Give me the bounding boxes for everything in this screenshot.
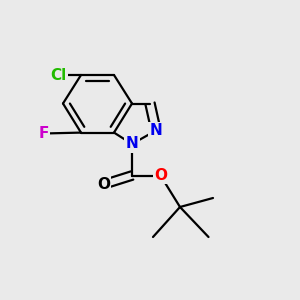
Text: Cl: Cl [50, 68, 67, 82]
Text: F: F [38, 126, 49, 141]
Text: N: N [150, 123, 162, 138]
Text: O: O [154, 168, 167, 183]
Text: O: O [97, 177, 110, 192]
Text: N: N [126, 136, 138, 152]
